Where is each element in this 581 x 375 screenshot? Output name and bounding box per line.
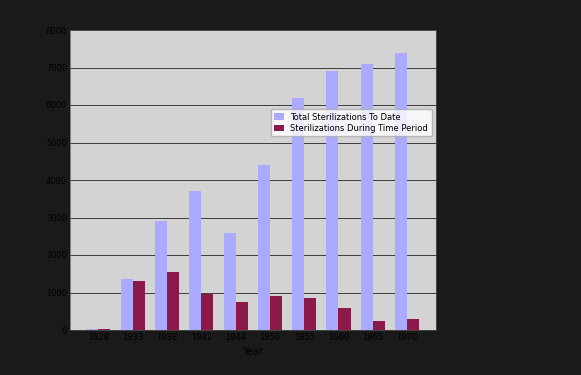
Bar (98, 329, 110, 330)
Bar (167, 272, 179, 330)
Bar (407, 319, 419, 330)
Bar (339, 308, 350, 330)
Bar (292, 98, 304, 330)
Bar (373, 321, 385, 330)
Bar (361, 64, 373, 330)
Bar (258, 165, 270, 330)
Bar (235, 302, 248, 330)
Bar (121, 279, 132, 330)
Bar (224, 232, 235, 330)
Bar (270, 296, 282, 330)
Bar (132, 281, 145, 330)
Bar (155, 221, 167, 330)
Bar (87, 329, 98, 330)
Bar (395, 53, 407, 330)
Legend: Total Sterilizations To Date, Sterilizations During Time Period: Total Sterilizations To Date, Sterilizat… (271, 109, 432, 136)
X-axis label: Year: Year (242, 347, 263, 357)
Bar (304, 298, 316, 330)
Bar (201, 294, 213, 330)
Bar (189, 191, 201, 330)
Bar (327, 71, 339, 330)
